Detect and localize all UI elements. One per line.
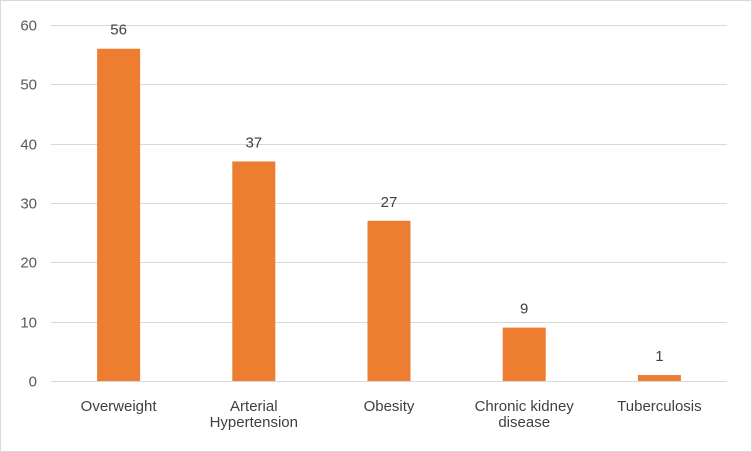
data-labels: 56 37 27 9 1	[110, 22, 663, 365]
x-category-label-line: Tuberculosis	[617, 398, 701, 415]
y-tick-label: 30	[20, 196, 37, 213]
bar-3	[502, 327, 546, 381]
data-label: 1	[655, 348, 663, 365]
y-tick-label: 20	[20, 255, 37, 272]
bar-0	[97, 48, 141, 381]
x-category-label: Obesity	[364, 398, 415, 415]
x-category-label-line: Arterial	[230, 398, 278, 415]
bar-2	[367, 220, 411, 381]
bar-1	[232, 161, 276, 381]
x-category-label-line: Chronic kidney	[475, 398, 575, 415]
y-tick-label: 50	[20, 77, 37, 94]
data-label: 9	[520, 301, 528, 318]
data-label: 56	[110, 22, 127, 39]
x-axis-categories: Overweight Arterial Hypertension Obesity Chr…	[81, 398, 702, 431]
x-category-label: Overweight	[81, 398, 158, 415]
x-category-label: Tuberculosis	[617, 398, 701, 415]
y-axis-ticks: 0 10 20 30 40 50 60	[20, 18, 37, 391]
y-tick-label: 60	[20, 18, 37, 35]
x-category-label-line: Hypertension	[210, 414, 298, 431]
bar-4	[637, 375, 681, 381]
x-category-label: Chronic kidney disease	[475, 398, 575, 431]
x-category-label-line: Overweight	[81, 398, 158, 415]
data-label: 37	[245, 134, 262, 151]
data-label: 27	[381, 194, 398, 211]
y-tick-label: 0	[29, 374, 37, 391]
x-category-label-line: Obesity	[364, 398, 415, 415]
y-tick-label: 40	[20, 137, 37, 154]
bars	[97, 48, 681, 381]
y-tick-label: 10	[20, 315, 37, 332]
x-category-label-line: disease	[498, 414, 550, 431]
x-category-label: Arterial Hypertension	[210, 398, 298, 431]
